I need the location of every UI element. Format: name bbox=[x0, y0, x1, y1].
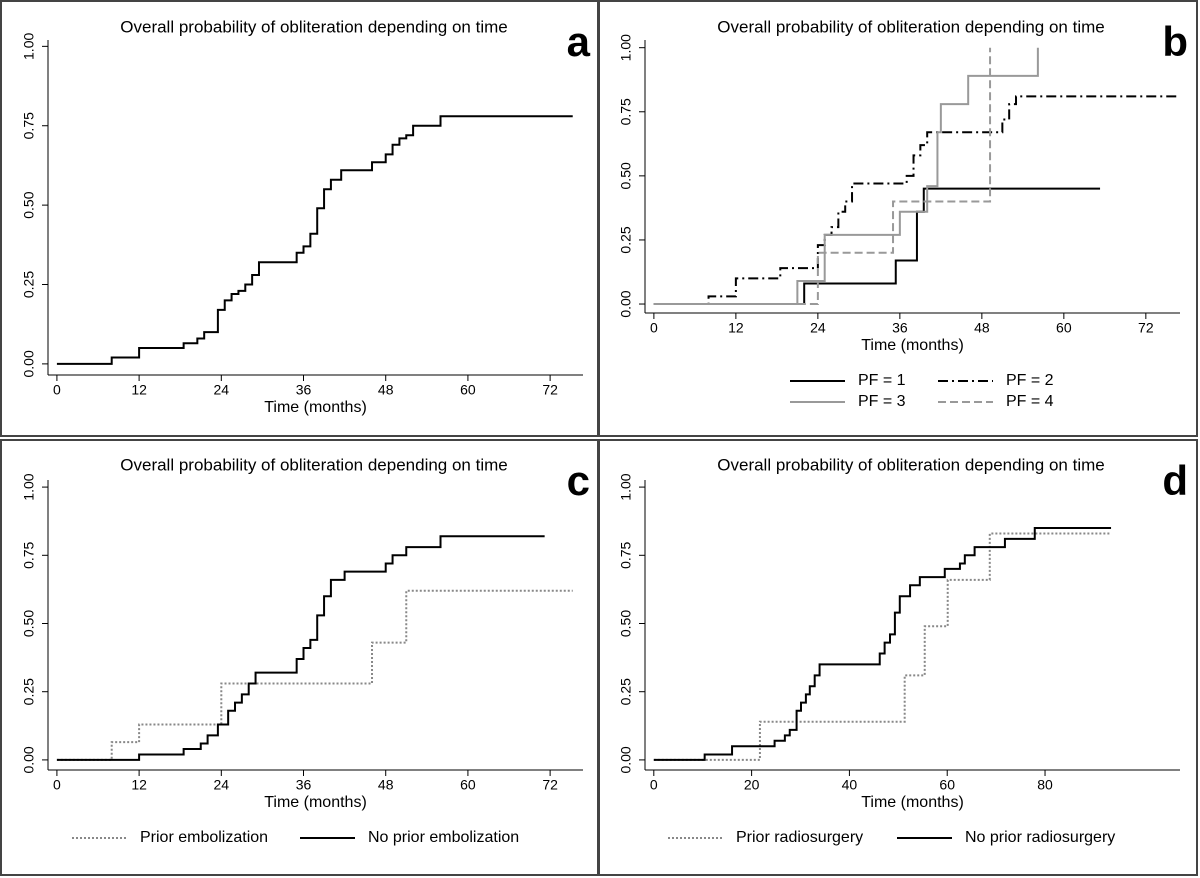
x-tick-label: 72 bbox=[542, 777, 558, 793]
step-line bbox=[653, 532, 1112, 761]
chart-title: Overall probability of obliteration depe… bbox=[120, 17, 507, 36]
legend-label: Prior radiosurgery bbox=[736, 829, 863, 846]
x-tick-label: 60 bbox=[460, 777, 476, 793]
step-line bbox=[56, 115, 573, 365]
x-tick-label: 12 bbox=[131, 382, 147, 398]
y-tick-label: 0.00 bbox=[618, 290, 634, 317]
panel-label: d bbox=[1162, 457, 1188, 504]
step-line bbox=[653, 95, 1177, 306]
x-tick-label: 20 bbox=[744, 777, 760, 793]
step-line bbox=[653, 527, 1112, 761]
y-tick-label: 0.75 bbox=[618, 541, 634, 568]
chart-title: Overall probability of obliteration depe… bbox=[717, 455, 1104, 474]
y-tick-label: 1.00 bbox=[21, 473, 37, 500]
x-tick-label: 0 bbox=[650, 320, 658, 336]
y-tick-label: 0.00 bbox=[618, 746, 634, 773]
step-line bbox=[56, 535, 545, 761]
x-tick-label: 80 bbox=[1037, 777, 1053, 793]
y-tick-label: 1.00 bbox=[21, 33, 37, 60]
x-tick-label: 0 bbox=[53, 777, 61, 793]
x-tick-label: 72 bbox=[1138, 320, 1154, 336]
x-tick-label: 48 bbox=[378, 382, 394, 398]
y-tick-label: 0.25 bbox=[21, 678, 37, 705]
panel-label: a bbox=[567, 18, 591, 65]
x-tick-label: 60 bbox=[460, 382, 476, 398]
step-line bbox=[653, 187, 1101, 306]
y-tick-label: 0.50 bbox=[618, 610, 634, 637]
x-tick-label: 24 bbox=[214, 382, 230, 398]
y-tick-label: 0.50 bbox=[21, 610, 37, 637]
legend-label: PF = 2 bbox=[1006, 372, 1054, 389]
x-tick-label: 36 bbox=[892, 320, 908, 336]
x-tick-label: 24 bbox=[214, 777, 230, 793]
legend-label: PF = 3 bbox=[858, 393, 906, 410]
y-tick-label: 1.00 bbox=[618, 34, 634, 61]
x-tick-label: 12 bbox=[131, 777, 147, 793]
x-tick-label: 36 bbox=[296, 777, 312, 793]
x-tick-label: 12 bbox=[728, 320, 744, 336]
x-tick-label: 24 bbox=[810, 320, 826, 336]
panel-border bbox=[598, 439, 1198, 876]
legend-label: Prior embolization bbox=[140, 829, 268, 846]
x-axis-label: Time (months) bbox=[861, 794, 964, 811]
x-tick-label: 72 bbox=[542, 382, 558, 398]
y-tick-label: 0.25 bbox=[21, 271, 37, 298]
legend-label: PF = 1 bbox=[858, 372, 906, 389]
x-tick-label: 60 bbox=[939, 777, 955, 793]
chart-title: Overall probability of obliteration depe… bbox=[717, 17, 1104, 36]
y-tick-label: 0.25 bbox=[618, 226, 634, 253]
x-tick-label: 48 bbox=[378, 777, 394, 793]
x-tick-label: 48 bbox=[974, 320, 990, 336]
legend-label: PF = 4 bbox=[1006, 393, 1054, 410]
y-tick-label: 0.00 bbox=[21, 746, 37, 773]
y-tick-label: 0.00 bbox=[21, 350, 37, 377]
x-axis-label: Time (months) bbox=[264, 794, 367, 811]
y-tick-label: 0.75 bbox=[618, 98, 634, 125]
step-line bbox=[56, 589, 573, 761]
y-tick-label: 0.50 bbox=[21, 191, 37, 218]
x-tick-label: 36 bbox=[296, 382, 312, 398]
y-tick-label: 1.00 bbox=[618, 473, 634, 500]
step-line bbox=[653, 47, 1039, 306]
step-line bbox=[653, 47, 992, 306]
panel-label: b bbox=[1162, 18, 1188, 65]
chart-title: Overall probability of obliteration depe… bbox=[120, 455, 507, 474]
x-axis-label: Time (months) bbox=[264, 399, 367, 416]
y-tick-label: 0.50 bbox=[618, 162, 634, 189]
y-tick-label: 0.25 bbox=[618, 678, 634, 705]
y-tick-label: 0.75 bbox=[21, 541, 37, 568]
x-axis-label: Time (months) bbox=[861, 337, 964, 354]
legend-label: No prior radiosurgery bbox=[965, 829, 1115, 846]
x-tick-label: 60 bbox=[1056, 320, 1072, 336]
y-tick-label: 0.75 bbox=[21, 112, 37, 139]
x-tick-label: 40 bbox=[842, 777, 858, 793]
legend-label: No prior embolization bbox=[368, 829, 519, 846]
x-tick-label: 0 bbox=[650, 777, 658, 793]
panel-label: c bbox=[567, 457, 590, 504]
panel-border bbox=[598, 0, 1198, 437]
x-tick-label: 0 bbox=[53, 382, 61, 398]
